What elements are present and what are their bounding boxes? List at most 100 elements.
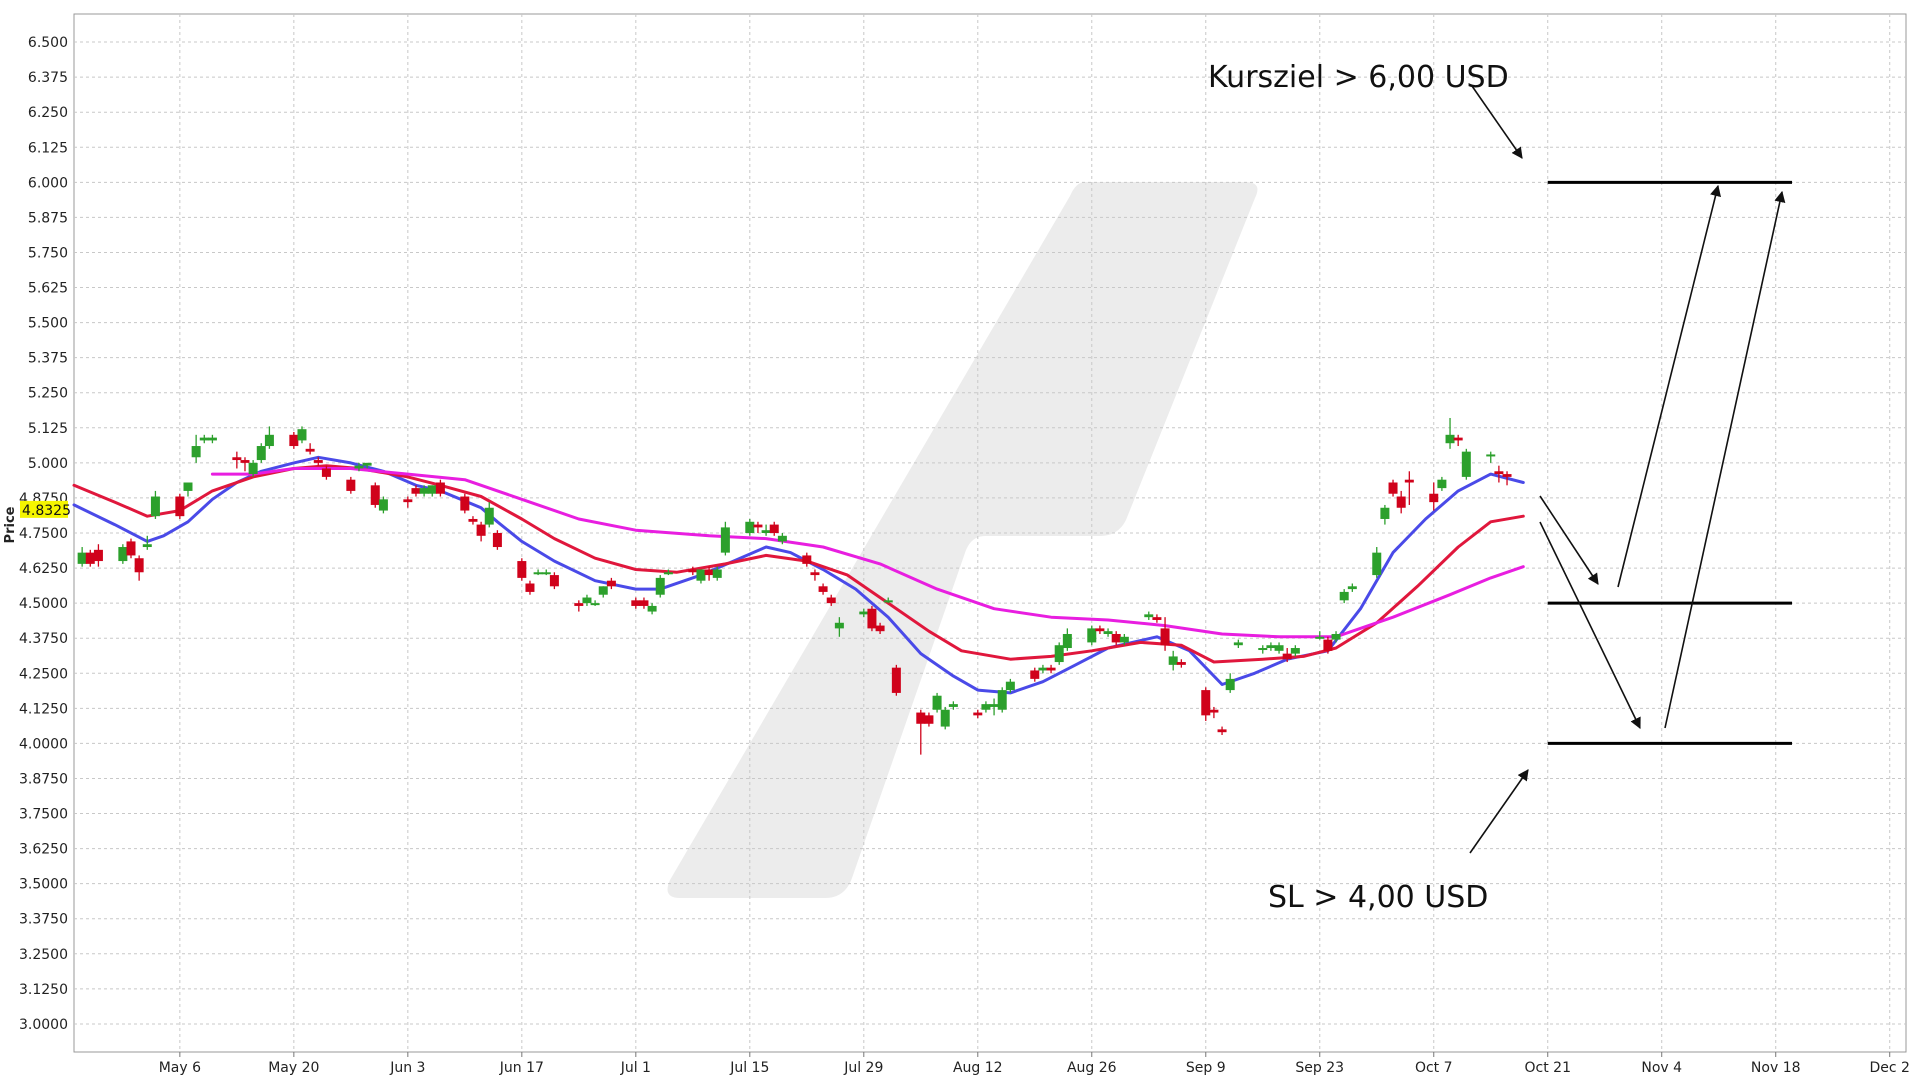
candle-body bbox=[647, 605, 657, 612]
candle bbox=[248, 460, 258, 477]
candle bbox=[1274, 642, 1284, 654]
candle-body bbox=[476, 524, 486, 536]
candle-body bbox=[1380, 507, 1390, 519]
x-tick-label: Jul 1 bbox=[620, 1060, 651, 1076]
candle bbox=[142, 535, 152, 550]
candle-body bbox=[207, 437, 217, 441]
y-tick-label: 5.625 bbox=[28, 281, 68, 297]
candle bbox=[517, 558, 527, 581]
candle-body bbox=[663, 572, 673, 575]
candle bbox=[916, 709, 926, 755]
candle bbox=[574, 600, 584, 612]
candle bbox=[1347, 583, 1357, 592]
x-tick-label: Jun 3 bbox=[389, 1060, 425, 1076]
candle-body bbox=[745, 521, 755, 533]
candle-body bbox=[1339, 591, 1349, 601]
arrow-sl-to-stop bbox=[1469, 769, 1529, 854]
candle-body bbox=[777, 535, 787, 542]
y-tick-label: 3.2500 bbox=[19, 947, 68, 963]
y-tick-label: 3.3750 bbox=[19, 912, 68, 928]
annotation-stop-loss: SL > 4,00 USD bbox=[1268, 880, 1488, 915]
candle bbox=[134, 555, 144, 581]
candle bbox=[1030, 667, 1040, 682]
candle bbox=[1404, 471, 1414, 505]
y-axis: 3.0000 3.1250 3.2500 3.3750 3.5000 3.6250 3.75… bbox=[19, 35, 68, 1033]
candle-body bbox=[1119, 636, 1129, 643]
candle bbox=[1201, 687, 1211, 721]
candle bbox=[183, 482, 193, 497]
candle bbox=[126, 538, 136, 559]
candle-body bbox=[199, 437, 209, 441]
candle-body bbox=[720, 527, 730, 553]
arrow-mid-to-target bbox=[1617, 184, 1721, 588]
candle bbox=[460, 493, 470, 514]
candle bbox=[1445, 417, 1455, 449]
candle bbox=[541, 569, 551, 576]
arrow-to-target bbox=[1471, 85, 1523, 159]
candle bbox=[1282, 648, 1292, 663]
candle bbox=[1176, 659, 1186, 668]
candle bbox=[313, 457, 323, 466]
candle-body bbox=[77, 552, 87, 564]
candle bbox=[240, 457, 250, 472]
y-tick-label: 6.250 bbox=[28, 105, 68, 121]
candle bbox=[1054, 642, 1064, 665]
x-tick-label: May 20 bbox=[268, 1060, 319, 1076]
candle bbox=[305, 443, 315, 455]
candle-body bbox=[761, 530, 771, 533]
candle-body bbox=[1144, 614, 1154, 618]
candle bbox=[631, 597, 641, 609]
candle-body bbox=[859, 611, 869, 615]
candle-body bbox=[484, 507, 494, 525]
y-tick-label: 5.375 bbox=[28, 351, 68, 367]
y-tick-label: 5.875 bbox=[28, 210, 68, 226]
candle-body bbox=[305, 448, 315, 452]
candle-body bbox=[362, 462, 372, 466]
candle bbox=[1217, 726, 1227, 735]
candle bbox=[118, 544, 128, 564]
candle-body bbox=[264, 434, 274, 447]
y-tick-label: 5.500 bbox=[28, 316, 68, 332]
y-tick-label: 4.5000 bbox=[19, 596, 68, 612]
candle bbox=[761, 524, 771, 536]
candle-body bbox=[883, 600, 893, 603]
candle-body bbox=[582, 597, 592, 604]
candle bbox=[1103, 628, 1113, 637]
candle bbox=[1429, 482, 1439, 511]
candle-body bbox=[810, 572, 820, 576]
candle bbox=[468, 516, 478, 525]
candle-body bbox=[427, 485, 437, 494]
candle bbox=[1144, 611, 1154, 620]
candle bbox=[981, 701, 991, 713]
candle bbox=[199, 434, 209, 444]
candle-body bbox=[1494, 471, 1504, 475]
candle-body bbox=[802, 555, 812, 564]
candle-body bbox=[688, 569, 698, 573]
current-price-tag: 4.8325 bbox=[20, 500, 71, 519]
candle bbox=[1331, 631, 1341, 643]
candle bbox=[93, 544, 103, 567]
candle bbox=[362, 462, 372, 469]
candle-body bbox=[1323, 639, 1333, 651]
arrow-to-mid-level bbox=[1539, 495, 1599, 585]
arrow-stop-to-target bbox=[1664, 190, 1786, 729]
candle-body bbox=[916, 712, 926, 724]
candle-body bbox=[639, 600, 649, 606]
y-tick-label: 4.3750 bbox=[19, 631, 68, 647]
candle-body bbox=[932, 695, 942, 710]
candle-body bbox=[419, 488, 429, 494]
candle bbox=[663, 569, 673, 576]
candle bbox=[834, 617, 844, 637]
candle bbox=[720, 521, 730, 556]
candle bbox=[932, 692, 942, 713]
candle-body bbox=[753, 524, 763, 528]
ma-line-ma-fast bbox=[72, 455, 1525, 695]
candle bbox=[826, 594, 836, 606]
candle bbox=[769, 521, 779, 536]
x-tick-label: Aug 12 bbox=[953, 1060, 1003, 1076]
current-price-tag-background bbox=[20, 500, 68, 518]
candle-body bbox=[240, 460, 250, 463]
candle-body bbox=[1152, 617, 1162, 620]
candle-body bbox=[1209, 709, 1219, 713]
x-tick-label: Sep 9 bbox=[1186, 1060, 1226, 1076]
